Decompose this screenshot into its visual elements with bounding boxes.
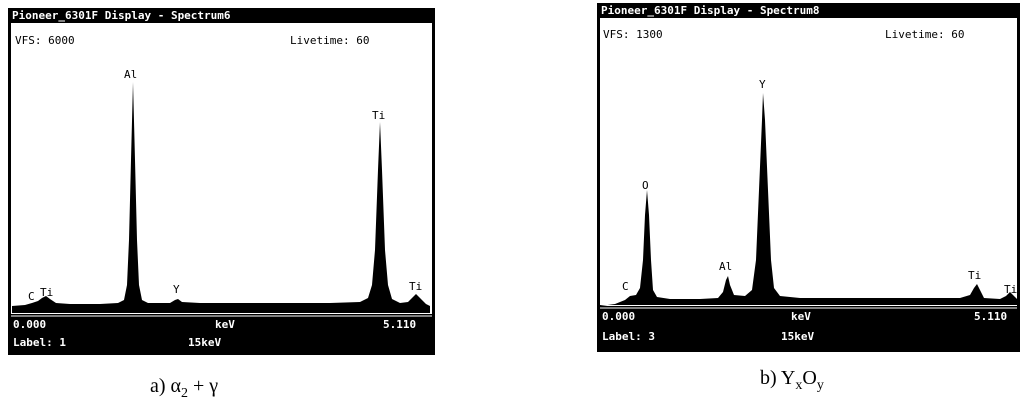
- peak-label: Y: [173, 283, 180, 296]
- peak-label: Ti: [409, 280, 422, 293]
- x-start: 0.000: [602, 310, 635, 323]
- livetime-label: Livetime: 60: [290, 34, 369, 47]
- x-start: 0.000: [13, 318, 46, 331]
- caption-sub: x: [795, 378, 802, 393]
- vfs-label: VFS: 1300: [603, 28, 663, 41]
- peak-label: Ti: [40, 286, 53, 299]
- x-end: 5.110: [974, 310, 1007, 323]
- livetime-label: Livetime: 60: [885, 28, 964, 41]
- peak-label: Ti: [372, 109, 385, 122]
- window-title: Pioneer_6301F Display - Spectrum6: [12, 9, 231, 22]
- caption-sub: 2: [181, 386, 188, 401]
- caption-sub: y: [817, 378, 824, 393]
- plot-area: [600, 18, 1017, 306]
- x-end: 5.110: [383, 318, 416, 331]
- voltage: 15keV: [188, 336, 221, 349]
- label: Label: 3: [602, 330, 655, 343]
- spectrum: [600, 93, 1017, 306]
- panel-left: Pioneer_6301F Display - Spectrum6 VFS: 6…: [8, 8, 435, 401]
- plot-area: [11, 23, 432, 314]
- panel-right: Pioneer_6301F Display - Spectrum8 VFS: 1…: [597, 3, 1020, 393]
- peak-label: Ti: [968, 269, 981, 282]
- spectrum: [12, 82, 430, 313]
- caption-part: a) α: [150, 375, 182, 397]
- voltage: 15keV: [781, 330, 814, 343]
- caption: a) α2 + γ: [150, 375, 218, 401]
- x-unit: keV: [791, 310, 811, 323]
- caption-part: + γ: [188, 375, 218, 397]
- peak-label: C: [622, 280, 629, 293]
- peak-label: Y: [759, 78, 766, 91]
- window-title: Pioneer_6301F Display - Spectrum8: [601, 4, 820, 17]
- caption-part: b) Y: [760, 367, 795, 389]
- peak-label: Al: [124, 68, 137, 81]
- caption-part: O: [802, 367, 816, 389]
- peak-label: O: [642, 179, 649, 192]
- peak-label: Ti: [1004, 283, 1017, 296]
- vfs-label: VFS: 6000: [15, 34, 75, 47]
- x-unit: keV: [215, 318, 235, 331]
- label: Label: 1: [13, 336, 66, 349]
- caption: b) YxOy: [760, 367, 824, 393]
- peak-label: Al: [719, 260, 732, 273]
- peak-label: C: [28, 290, 35, 303]
